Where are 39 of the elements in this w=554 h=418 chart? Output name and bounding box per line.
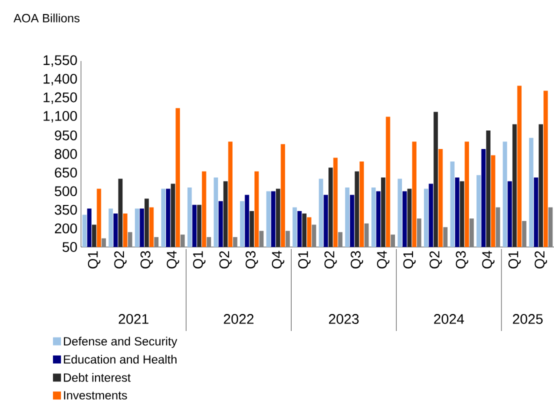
x-tick-label: Q1 bbox=[403, 251, 416, 268]
x-tick-label: Q4 bbox=[377, 250, 390, 268]
x-tick-label: Q4 bbox=[272, 250, 284, 268]
text: 2024 bbox=[434, 314, 464, 324]
y-tick-label: 1,100 bbox=[44, 111, 77, 123]
x-tick-label: Q3 bbox=[350, 251, 364, 268]
y-tick-label: 1,400 bbox=[44, 74, 77, 86]
y-tick-label: 800 bbox=[54, 149, 77, 159]
x-tick-label: Q1 bbox=[298, 251, 311, 268]
y-tick-label: 1,250 bbox=[44, 92, 77, 104]
x-tick-label: Q3 bbox=[456, 251, 468, 268]
legend-label: Defense and Security bbox=[64, 336, 178, 348]
x-tick-label: Q2 bbox=[534, 251, 548, 268]
y-tick-label: 200 bbox=[54, 223, 77, 234]
x-tick-label: Q2 bbox=[430, 251, 442, 268]
text: 2023 bbox=[328, 314, 359, 324]
x-tick-label: Q4 bbox=[482, 250, 494, 268]
text: 2025 bbox=[512, 314, 543, 324]
x-tick-label: Q3 bbox=[246, 251, 258, 268]
legend-label: Debt interest bbox=[64, 373, 131, 382]
y-tick-label: 350 bbox=[54, 204, 77, 215]
y-tick-label: 50 bbox=[62, 242, 77, 252]
x-tick-label: Q3 bbox=[140, 251, 153, 268]
x-tick-label: Q4 bbox=[166, 250, 180, 268]
x-tick-label: Q2 bbox=[324, 251, 337, 268]
y-tick-label: 1,550 bbox=[44, 55, 77, 67]
x-tick-label: Q1 bbox=[508, 251, 521, 268]
y-tick-label: 500 bbox=[54, 186, 77, 196]
x-tick-label: Q2 bbox=[114, 251, 127, 268]
x-tick-label: Q1 bbox=[88, 251, 100, 268]
legend-label: Education and Health bbox=[64, 354, 176, 364]
y-tick-label: 950 bbox=[54, 130, 77, 140]
y-tick-label: 650 bbox=[54, 168, 77, 178]
text: 2022 bbox=[224, 314, 254, 324]
x-tick-label: Q1 bbox=[193, 251, 206, 268]
legend-label: Investments bbox=[64, 391, 127, 400]
chart-title: AOA Billions bbox=[14, 14, 80, 22]
x-tick-label: Q2 bbox=[219, 251, 232, 268]
text: 2021 bbox=[118, 314, 148, 324]
